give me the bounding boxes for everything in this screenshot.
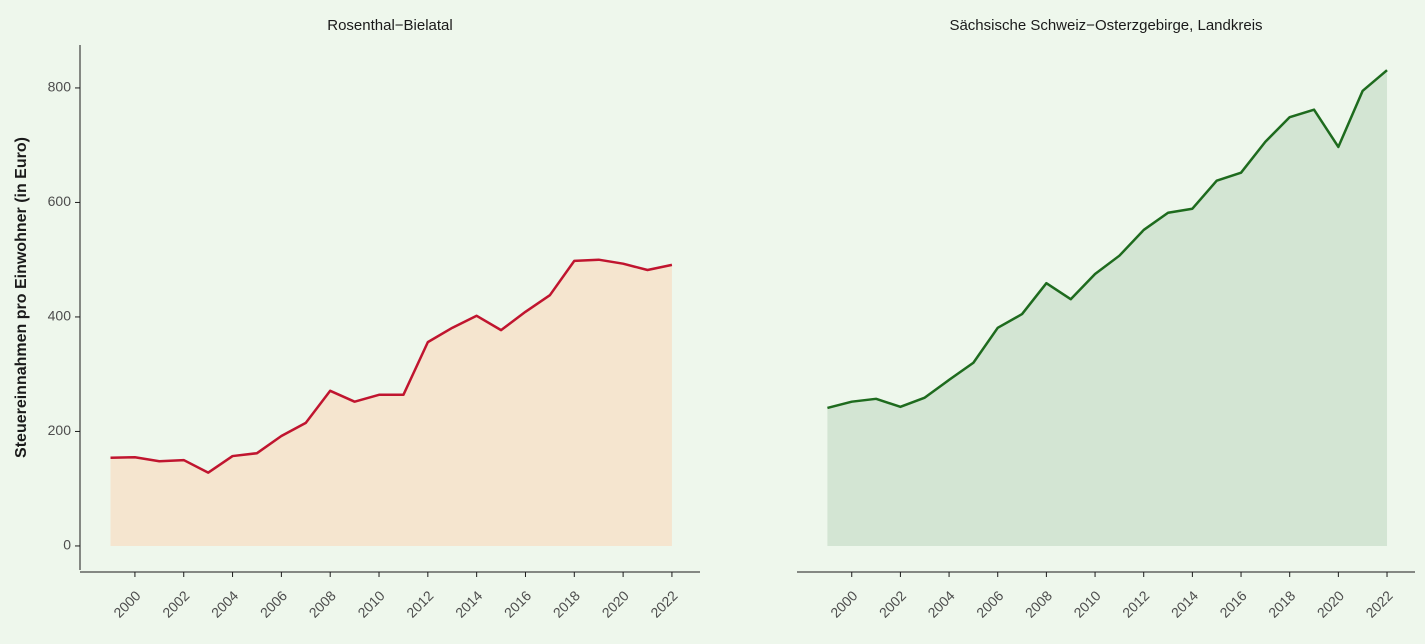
y-axis-label: Steuereinnahmen pro Einwohner (in Euro): [13, 137, 30, 458]
x-tick-label: 2014: [452, 587, 485, 620]
x-tick-label: 2016: [1216, 587, 1249, 620]
x-tick-label: 2004: [208, 587, 241, 620]
x-tick-label: 2004: [924, 587, 957, 620]
y-tick-label: 0: [63, 537, 71, 553]
x-tick-label: 2012: [1119, 587, 1152, 620]
panel-title: Sächsische Schweiz−Osterzgebirge, Landkr…: [949, 17, 1262, 34]
x-tick-label: 2000: [110, 587, 143, 620]
x-tick-label: 2002: [876, 587, 909, 620]
y-tick-label: 800: [48, 79, 72, 95]
x-tick-label: 2008: [1022, 587, 1055, 620]
y-tick-label: 600: [48, 193, 72, 209]
x-tick-label: 2022: [1362, 587, 1395, 620]
x-tick-label: 2020: [1314, 587, 1347, 620]
x-tick-label: 2022: [647, 587, 680, 620]
x-tick-label: 2006: [257, 587, 290, 620]
x-tick-label: 2016: [501, 587, 534, 620]
line: [827, 69, 1388, 410]
area-fill: [827, 70, 1388, 546]
line: [110, 258, 673, 474]
x-tick-label: 2006: [973, 587, 1006, 620]
y-tick-label: 200: [48, 422, 72, 438]
x-tick-label: 2018: [550, 587, 583, 620]
x-tick-label: 2010: [354, 587, 387, 620]
x-tick-label: 2000: [827, 587, 860, 620]
x-tick-label: 2002: [159, 587, 192, 620]
panel-title: Rosenthal−Bielatal: [327, 17, 453, 34]
x-tick-label: 2018: [1265, 587, 1298, 620]
x-tick-label: 2012: [403, 587, 436, 620]
x-tick-label: 2010: [1070, 587, 1103, 620]
area-fill: [110, 259, 672, 546]
x-tick-label: 2014: [1168, 587, 1201, 620]
x-tick-label: 2008: [306, 587, 339, 620]
x-tick-label: 2020: [599, 587, 632, 620]
y-tick-label: 400: [48, 308, 72, 324]
